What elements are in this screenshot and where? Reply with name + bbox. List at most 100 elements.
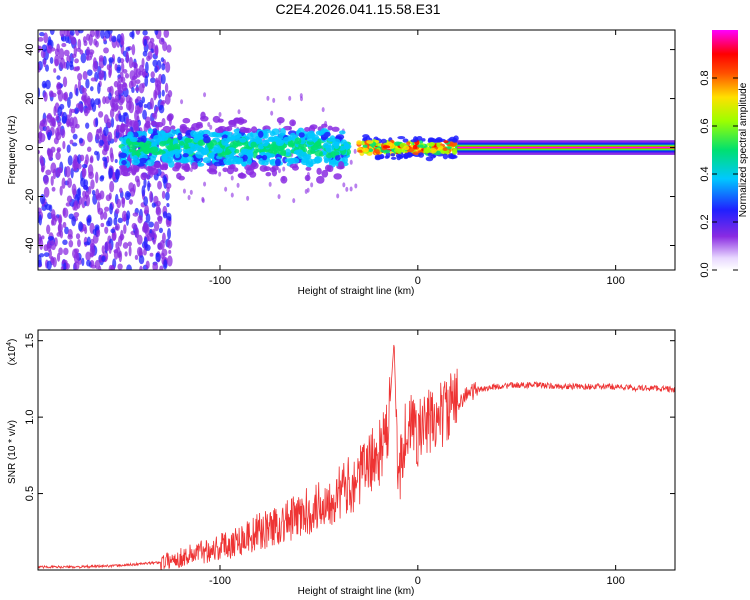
heatmap-cell [38,87,41,98]
heatmap-cell [131,158,140,166]
heatmap-cell [75,87,79,97]
heatmap-cell [109,203,113,215]
heatmap-cell [66,144,71,153]
snr-y-label: SNR (10 * v/v) [7,420,18,484]
heatmap-cell [118,164,128,170]
heatmap-cell [227,134,236,142]
heatmap-cell [55,151,61,161]
heatmap-cell [92,61,98,73]
heatmap-cell [72,133,78,140]
heatmap-cell [316,175,325,184]
snr-y-scale-base: (x10 [7,345,18,365]
heatmap-cell [304,126,311,132]
heatmap-cell [117,56,121,64]
heatmap-cell [119,187,123,194]
heatmap-cell [268,181,272,187]
heatmap-cell [103,126,109,137]
heatmap-cell [442,153,449,160]
snr-y-scale: (x104) [6,339,18,366]
heatmap-cell [131,86,135,94]
heatmap-cell [272,146,279,152]
heatmap-cell [104,159,108,168]
spectrogram-y-tick-label: -20 [24,189,36,205]
heatmap-cell [182,153,189,158]
heatmap-cell [140,172,148,181]
heatmap-cell [177,132,183,141]
heatmap-cell [331,126,340,132]
heatmap-cell [236,182,240,188]
heatmap-cell [88,186,92,195]
heatmap-cell [82,70,88,80]
heatmap-cell [71,216,76,227]
heatmap-cell [83,179,89,187]
heatmap-cell [70,126,76,134]
heatmap-cell [91,189,96,196]
heatmap-cell [165,191,170,201]
heatmap-cell [246,195,250,201]
heatmap-cell [67,97,71,109]
heatmap-cell [87,131,93,143]
heatmap-cell [335,154,341,161]
heatmap-cell [349,159,353,165]
heatmap-cell [43,186,50,198]
heatmap-cell [98,134,103,141]
heatmap-cell [345,186,349,192]
heatmap-cell [339,130,346,135]
heatmap-cell [52,256,57,268]
heatmap-cell [138,83,145,94]
colorbar-tick-label: 0.2 [699,214,711,229]
heatmap-cell [268,136,276,142]
heatmap-cell [191,122,201,131]
heatmap-cell [66,118,71,128]
colorbar-ticks: 0.0 0.2 0.4 0.6 0.8 [699,70,738,278]
heatmap-cell [119,233,125,241]
heatmap-cell [129,136,138,142]
heatmap-cell [349,186,353,192]
snr-x-tick-label: 0 [415,575,421,587]
heatmap-cell [261,139,269,147]
heatmap-cell [131,61,138,68]
colorbar-tick-label: 0.6 [699,118,711,133]
heatmap-cell [131,131,139,139]
heatmap-cell [134,254,139,260]
heatmap-cell [49,56,54,64]
spectrogram-x-label: Height of straight line (km) [298,286,415,297]
heatmap-cell [161,63,166,71]
heatmap-cell [304,188,308,194]
heatmap-cell [78,221,83,232]
heatmap-cell [98,111,104,118]
heatmap-cell [298,132,305,138]
heatmap-cell [79,103,84,113]
heatmap-cell [325,144,335,153]
heatmap-cell [143,236,148,249]
heatmap-cell [146,159,155,167]
spectrogram-heatmap [38,30,675,270]
heatmap-cell [417,144,424,148]
heatmap-cell [89,259,95,267]
heatmap-cell [336,193,340,199]
heatmap-cell [237,109,241,115]
heatmap-cell [94,98,101,105]
heatmap-cell [412,151,421,156]
heatmap-cell [343,143,352,150]
heatmap-cell [61,177,66,189]
heatmap-cell [166,203,170,208]
heatmap-cell [374,140,380,144]
snr-x-tick-label: -100 [209,575,231,587]
heatmap-cell [321,107,325,113]
heatmap-cell [135,30,141,36]
heatmap-cell [250,126,258,134]
heatmap-cell [443,140,449,144]
heatmap-cell [59,185,63,196]
snr-y-tick-label: 1.0 [24,409,36,424]
heatmap-cell [77,79,82,91]
heatmap-cell [57,89,64,102]
heatmap-cell [167,228,171,240]
heatmap-cell [292,198,296,204]
heatmap-cell [240,148,250,155]
heatmap-cell [314,141,322,146]
colorbar-tick-label: 0.8 [699,70,711,85]
heatmap-cell [429,148,437,154]
heatmap-cell [190,130,197,138]
heatmap-cell [100,30,105,39]
